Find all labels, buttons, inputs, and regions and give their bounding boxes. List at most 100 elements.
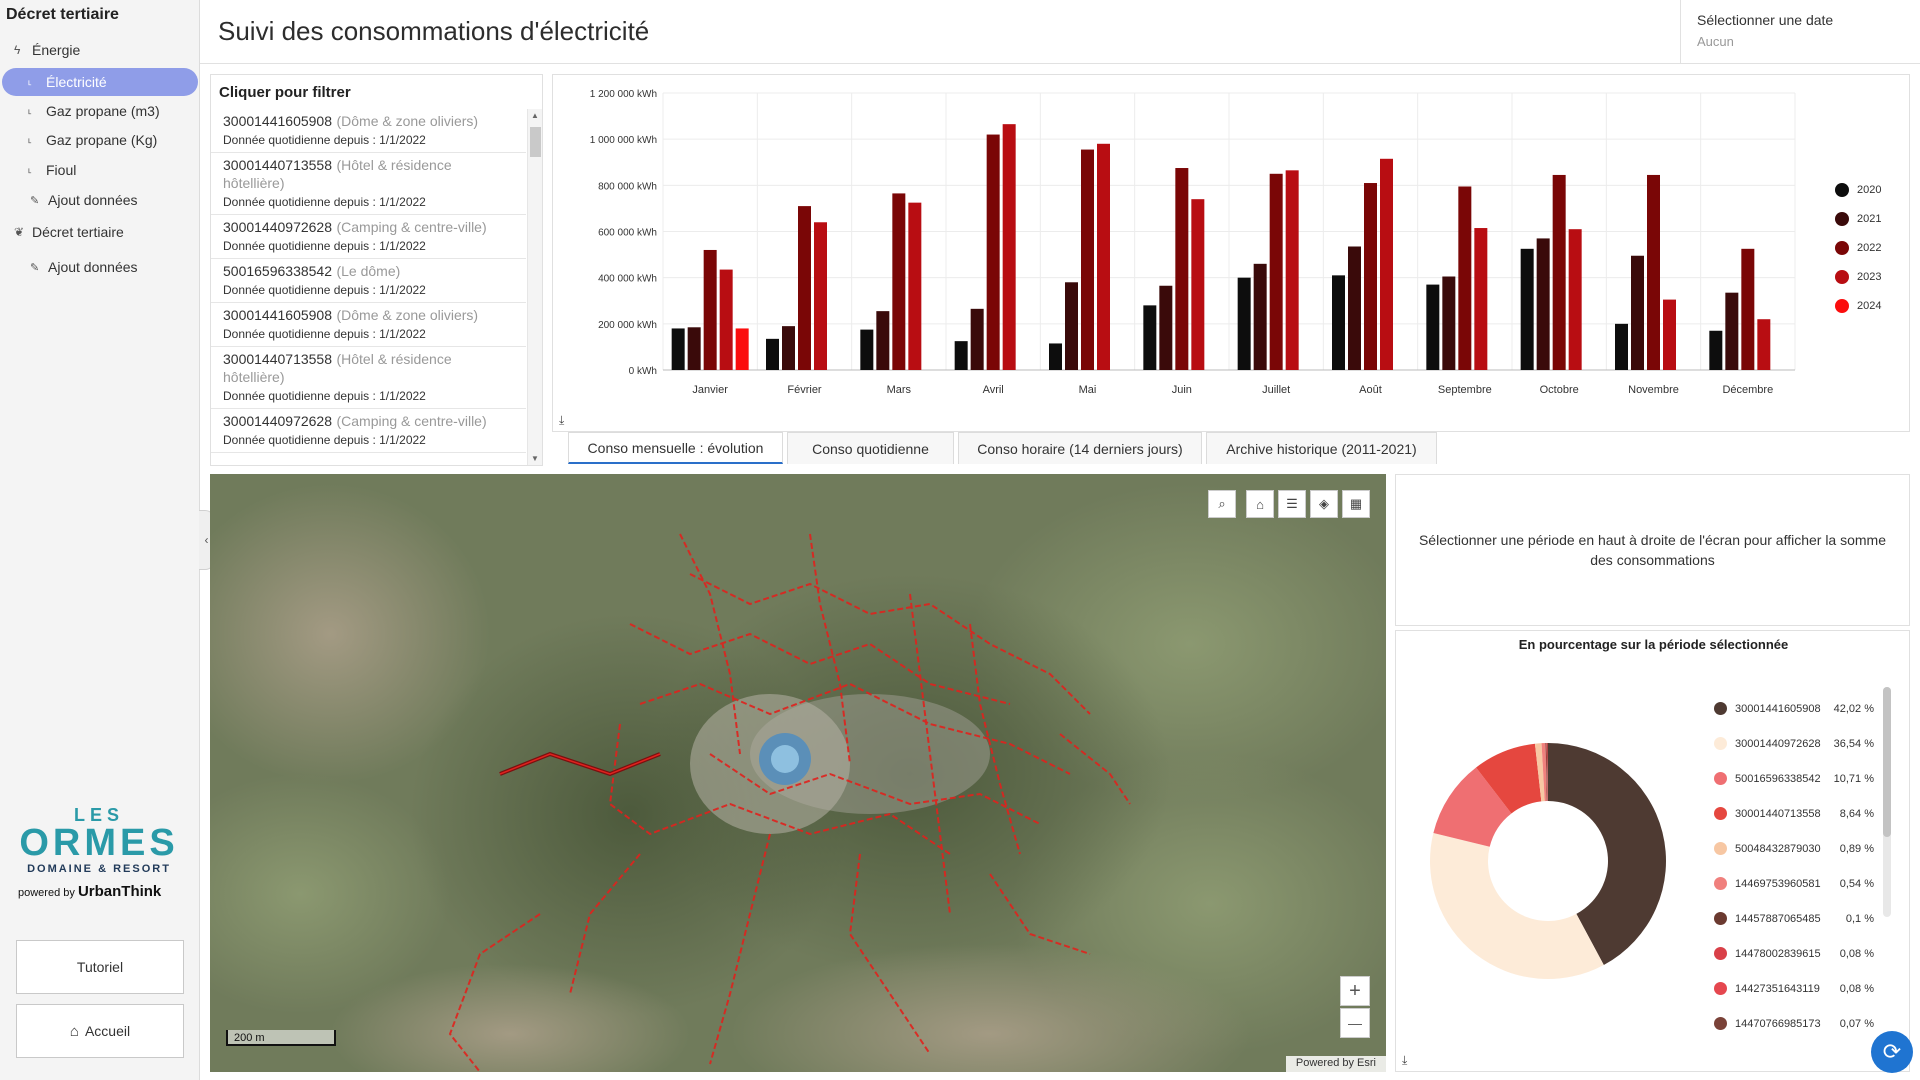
logo-line-1: LES <box>73 805 124 825</box>
bar-2022-septembre <box>1458 186 1472 370</box>
bar-2020-décembre <box>1709 330 1723 370</box>
bar-2023-avril <box>1002 124 1016 370</box>
donut-slice-30001440972628[interactable] <box>1430 832 1604 979</box>
tutorial-button[interactable]: Tutoriel <box>16 940 184 994</box>
donut-legend-item[interactable]: 14457887065485 0,1 % <box>1714 901 1874 936</box>
bar-2022-mars <box>892 193 906 370</box>
home-button[interactable]: ⌂ Accueil <box>16 1004 184 1058</box>
filter-list-item[interactable]: 30001441605908 (Dôme & zone oliviers) Don… <box>211 303 526 347</box>
layers-icon[interactable]: ◈ <box>1310 490 1338 518</box>
donut-slice-14470766985173[interactable] <box>1547 743 1548 802</box>
map-view[interactable]: ⌕ ⌂ ☰ ◈ ▦ + — 200 m Powered by Esri <box>210 474 1386 1072</box>
logo-line-2: ORMES <box>19 822 179 864</box>
legend-item-2022[interactable]: 2022 <box>1835 233 1905 262</box>
x-tick-label: Novembre <box>1628 384 1679 396</box>
sidebar-item-label: Énergie <box>32 42 81 58</box>
filter-list-item[interactable]: 30001440713558 (Hôtel & résidence hôtell… <box>211 153 526 215</box>
bar-2020-novembre <box>1615 323 1628 370</box>
filter-list-item[interactable]: 30001440972628 (Camping & centre-ville) D… <box>211 215 526 259</box>
date-selector[interactable]: Sélectionner une date Aucun <box>1680 0 1920 64</box>
bar-2022-juin <box>1175 168 1189 370</box>
bar-2021-août <box>1348 246 1361 370</box>
search-icon[interactable]: ⌕ <box>1208 490 1236 518</box>
zoom-in-button[interactable]: + <box>1340 976 1370 1006</box>
bar-2021-octobre <box>1536 238 1550 370</box>
scrollbar-thumb[interactable] <box>1883 687 1891 837</box>
sidebar-item-label: Ajout données <box>48 192 138 208</box>
donut-slice-14478002839615[interactable] <box>1546 743 1548 802</box>
donut-legend-item[interactable]: 14470766985173 0,07 % <box>1714 1006 1874 1041</box>
donut-legend-item[interactable]: 14478002839615 0,08 % <box>1714 936 1874 971</box>
filter-scrollbar[interactable]: ▲ ▼ <box>527 109 542 465</box>
bar-2020-septembre <box>1426 284 1440 370</box>
sidebar-item-fioul[interactable]: ˪ Fioul <box>28 156 198 184</box>
donut-legend-item[interactable]: 30001440972628 36,54 % <box>1714 726 1874 761</box>
y-tick-label: 800 000 kWh <box>598 181 657 192</box>
subitem-icon: ˪ <box>28 164 32 176</box>
sidebar-item-electricite[interactable]: ˪ Électricité <box>2 68 198 96</box>
donut-slice-14469753960581[interactable] <box>1541 743 1547 802</box>
home-icon[interactable]: ⌂ <box>1246 490 1274 518</box>
scroll-down-icon[interactable]: ▼ <box>531 454 539 463</box>
sidebar-item-label: Décret tertiaire <box>32 224 124 240</box>
donut-legend-item[interactable]: 30001440713558 8,64 % <box>1714 796 1874 831</box>
legend-item-2020[interactable]: 2020 <box>1835 175 1905 204</box>
legend-label: 2023 <box>1857 270 1882 283</box>
donut-slice-50048432879030[interactable] <box>1534 743 1545 802</box>
filter-list-item[interactable]: 30001441605908 (Dôme & zone oliviers) Don… <box>211 109 526 153</box>
legend-label: 2020 <box>1857 183 1882 196</box>
donut-slice-30001441605908[interactable] <box>1548 743 1666 965</box>
donut-slice-30001440713558[interactable] <box>1476 743 1542 814</box>
donut-legend-item[interactable]: 50016596338542 10,71 % <box>1714 761 1874 796</box>
donut-slice-50016596338542[interactable] <box>1433 767 1512 847</box>
tab-conso-mensuelle[interactable]: Conso mensuelle : évolution <box>568 432 783 464</box>
filter-list-item[interactable]: 30001440972628 (Camping & centre-ville) D… <box>211 409 526 453</box>
bar-2021-mars <box>876 311 890 370</box>
bar-2020-juin <box>1143 305 1157 370</box>
filter-panel: Cliquer pour filtrer 30001441605908 (Dôm… <box>210 74 543 466</box>
legend-percent: 0,08 % <box>1839 947 1874 960</box>
filter-title: Cliquer pour filtrer <box>219 84 351 101</box>
bar-2020-janvier <box>671 328 685 370</box>
download-icon[interactable]: ⤓ <box>559 413 565 427</box>
legend-percent: 0,1 % <box>1845 912 1874 925</box>
donut-legend-scrollbar[interactable] <box>1883 687 1891 917</box>
tab-conso-quotidienne[interactable]: Conso quotidienne <box>787 432 954 464</box>
bar-2021-décembre <box>1725 292 1739 370</box>
bar-2023-décembre <box>1757 319 1771 370</box>
scrollbar-thumb[interactable] <box>530 127 541 157</box>
filter-list-item[interactable]: 30001440713558 (Hôtel & résidence hôtell… <box>211 347 526 409</box>
basemap-gallery-icon[interactable]: ▦ <box>1342 490 1370 518</box>
legend-item-2021[interactable]: 2021 <box>1835 204 1905 233</box>
y-tick-label: 1 000 000 kWh <box>590 135 657 146</box>
donut-legend-item[interactable]: 30001441605908 42,02 % <box>1714 691 1874 726</box>
sidebar-item-decret-tertiaire[interactable]: ❦ Décret tertiaire <box>14 218 194 246</box>
filter-list-item[interactable]: 50016596338542 (Le dôme) Donnée quotidien… <box>211 259 526 303</box>
donut-slice-14457887065485[interactable] <box>1545 743 1548 802</box>
sidebar-item-label: Fioul <box>46 162 77 178</box>
donut-slice-14427351643119[interactable] <box>1546 743 1548 802</box>
legend-percent: 0,89 % <box>1839 842 1874 855</box>
meter-label: (Le dôme) <box>336 263 401 279</box>
donut-legend-item[interactable]: 50048432879030 0,89 % <box>1714 831 1874 866</box>
list-icon[interactable]: ☰ <box>1278 490 1306 518</box>
tab-archive-historique[interactable]: Archive historique (2011-2021) <box>1206 432 1437 464</box>
tab-conso-horaire[interactable]: Conso horaire (14 derniers jours) <box>958 432 1202 464</box>
scroll-up-icon[interactable]: ▲ <box>531 111 539 120</box>
donut-legend-item[interactable]: 14469753960581 0,54 % <box>1714 866 1874 901</box>
zoom-out-button[interactable]: — <box>1340 1008 1370 1038</box>
sidebar-item-gaz-propane-kg[interactable]: ˪ Gaz propane (Kg) <box>28 126 198 154</box>
bar-2022-février <box>798 206 811 370</box>
sidebar-item-ajout-donnees-decret[interactable]: ✎ Ajout données <box>30 253 198 281</box>
legend-item-2023[interactable]: 2023 <box>1835 262 1905 291</box>
sidebar-item-ajout-donnees-energie[interactable]: ✎ Ajout données <box>30 186 198 214</box>
sidebar-item-gaz-propane-m3[interactable]: ˪ Gaz propane (m3) <box>28 97 198 125</box>
download-icon[interactable]: ⤓ <box>1402 1053 1408 1067</box>
sidebar-item-energie[interactable]: ϟ Énergie <box>14 36 194 64</box>
donut-legend-item[interactable]: 14427351643119 0,08 % <box>1714 971 1874 1006</box>
bar-2023-septembre <box>1474 228 1488 370</box>
bar-2021-janvier <box>687 327 701 370</box>
legend-item-2024[interactable]: 2024 <box>1835 291 1905 320</box>
meter-label: (Hôtel & résidence hôtellière) <box>223 157 452 191</box>
refresh-button[interactable]: ⟳ <box>1871 1031 1913 1073</box>
